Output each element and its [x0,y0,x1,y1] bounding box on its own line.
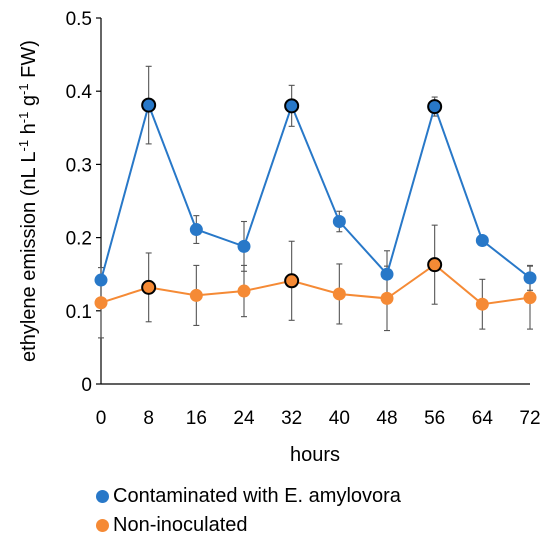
y-axis-title: ethylene emission (nL L-1 h-1 g-1 FW) [16,40,41,362]
x-tick-label: 40 [329,408,350,429]
x-tick-label: 8 [143,408,154,429]
y-tick-label: 0.5 [66,9,92,30]
y-tick-label: 0.4 [66,82,93,103]
x-tick-label: 16 [186,408,207,429]
legend-item-non-inoculated: Non-inoculated [96,511,401,540]
data-point [189,223,203,237]
data-points [94,97,537,311]
data-point [141,97,157,113]
data-point [427,257,443,273]
x-tick-label: 48 [376,408,397,429]
y-tick-label: 0.2 [66,229,92,250]
legend-item-contaminated: Contaminated with E. amylovora [96,482,401,511]
x-tick-label: 0 [96,408,107,429]
legend-label-non-inoculated: Non-inoculated [113,514,248,536]
data-point [332,214,346,228]
x-tick-label: 64 [472,408,494,429]
x-axis-title: hours [290,444,340,466]
data-point [284,273,300,289]
data-point [332,287,346,301]
series-line [100,263,531,306]
data-point [523,291,537,305]
data-point [475,297,489,311]
data-point [380,267,394,281]
x-tick-label: 72 [519,408,540,429]
line-chart: 0 0.1 0.2 0.3 0.4 0.5 0 8 16 24 32 40 48 56 64 72 hours… [16,9,541,466]
data-point [284,98,300,114]
series-line [100,101,531,281]
y-tick-label: 0.3 [66,155,92,176]
data-point [475,234,489,248]
data-point [189,288,203,302]
data-point [523,271,537,285]
tick-labels: 0 0.1 0.2 0.3 0.4 0.5 0 8 16 24 32 40 48 56 64 72 [66,9,541,429]
data-point [141,279,157,295]
data-point [380,291,394,305]
data-point [94,296,108,310]
data-point [237,284,251,298]
data-point [237,239,251,253]
axes [96,17,530,385]
x-tick-label: 24 [233,408,255,429]
legend: Contaminated with E. amylovora Non-inocu… [96,482,401,540]
series-lines [100,101,531,306]
data-point [94,273,108,287]
legend-marker-icon [96,490,109,503]
legend-label-contaminated: Contaminated with E. amylovora [113,485,401,507]
y-tick-label: 0.1 [66,302,92,323]
x-tick-label: 32 [281,408,302,429]
legend-marker-icon [96,519,109,532]
x-tick-label: 56 [424,408,445,429]
data-point [427,99,443,115]
y-tick-label: 0 [81,375,92,396]
